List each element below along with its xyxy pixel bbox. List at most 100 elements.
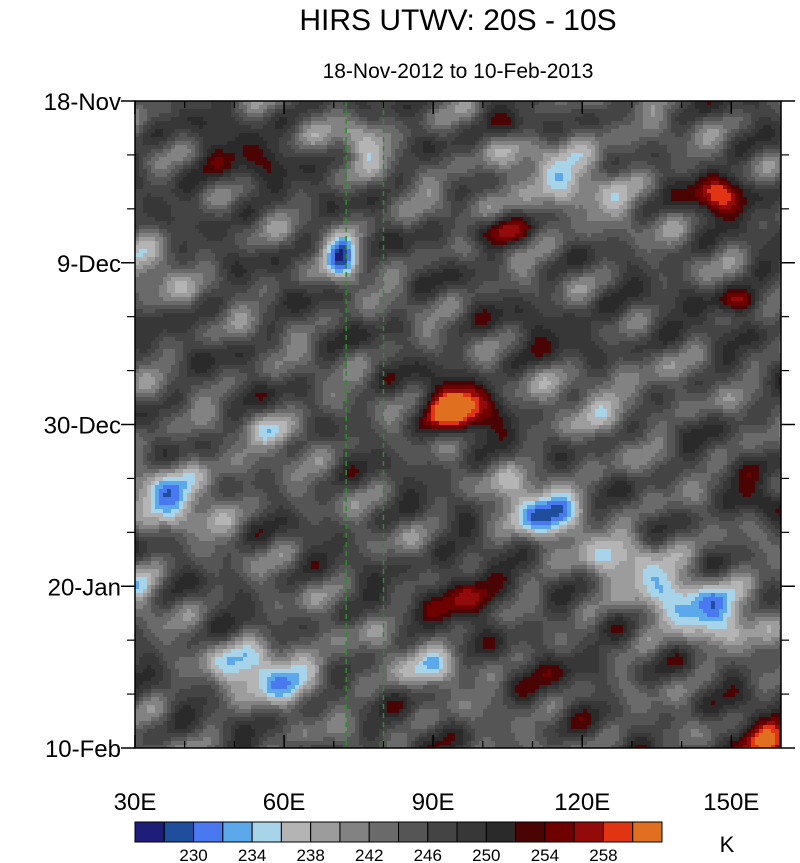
field-cell (187, 169, 192, 174)
field-cell (639, 145, 644, 150)
field-cell (595, 209, 600, 214)
field-cell (355, 153, 360, 158)
field-cell (635, 165, 640, 170)
field-cell (695, 189, 700, 194)
field-cell (723, 125, 728, 130)
field-cell (343, 129, 348, 134)
field-cell (323, 197, 328, 202)
field-cell (655, 105, 660, 110)
field-cell (715, 205, 720, 210)
field-cell (279, 189, 284, 194)
field-cell (415, 137, 420, 142)
field-cell (663, 157, 668, 162)
field-cell (315, 213, 320, 218)
field-cell (347, 189, 352, 194)
field-cell (147, 205, 152, 210)
field-cell (315, 205, 320, 210)
field-cell (487, 101, 492, 106)
field-cell (767, 157, 772, 162)
field-cell (323, 161, 328, 166)
field-cell (307, 125, 312, 130)
field-cell (527, 109, 532, 114)
field-cell (435, 177, 440, 182)
field-cell (775, 209, 780, 214)
field-cell (135, 165, 140, 170)
field-cell (423, 145, 428, 150)
field-cell (439, 125, 444, 130)
field-cell (359, 109, 364, 114)
field-cell (507, 221, 512, 226)
field-cell (671, 153, 676, 158)
field-cell (303, 177, 308, 182)
field-cell (167, 189, 172, 194)
field-cell (595, 221, 600, 226)
field-cell (671, 141, 676, 146)
field-cell (735, 205, 740, 210)
field-cell (135, 161, 140, 166)
field-cell (675, 197, 680, 202)
field-cell (647, 213, 652, 218)
field-cell (259, 121, 264, 126)
field-cell (235, 101, 240, 106)
field-cell (239, 189, 244, 194)
field-cell (611, 197, 616, 202)
field-cell (395, 153, 400, 158)
field-cell (707, 133, 712, 138)
field-cell (387, 137, 392, 142)
field-cell (723, 105, 728, 110)
field-cell (387, 193, 392, 198)
field-cell (591, 145, 596, 150)
field-cell (375, 145, 380, 150)
field-cell (179, 161, 184, 166)
field-cell (599, 117, 604, 122)
field-cell (435, 101, 440, 106)
field-cell (655, 209, 660, 214)
field-cell (231, 189, 236, 194)
field-cell (259, 153, 264, 158)
field-cell (743, 217, 748, 222)
field-cell (727, 117, 732, 122)
field-cell (407, 105, 412, 110)
field-cell (267, 185, 272, 190)
field-cell (435, 201, 440, 206)
field-cell (375, 201, 380, 206)
field-cell (739, 185, 744, 190)
field-cell (727, 201, 732, 206)
field-cell (371, 173, 376, 178)
field-cell (191, 105, 196, 110)
field-cell (743, 173, 748, 178)
field-cell (467, 137, 472, 142)
field-cell (371, 197, 376, 202)
field-cell (563, 141, 568, 146)
field-cell (559, 213, 564, 218)
field-cell (299, 161, 304, 166)
field-cell (451, 201, 456, 206)
field-cell (519, 153, 524, 158)
field-cell (547, 205, 552, 210)
field-cell (331, 125, 336, 130)
field-cell (543, 101, 548, 106)
field-cell (675, 113, 680, 118)
field-cell (723, 169, 728, 174)
field-cell (667, 145, 672, 150)
field-cell (719, 117, 724, 122)
field-cell (687, 189, 692, 194)
field-cell (479, 161, 484, 166)
field-cell (491, 113, 496, 118)
field-cell (195, 137, 200, 142)
field-cell (671, 221, 676, 226)
field-cell (155, 213, 160, 218)
field-cell (295, 161, 300, 166)
field-cell (631, 205, 636, 210)
field-cell (215, 217, 220, 222)
field-cell (167, 113, 172, 118)
field-cell (443, 205, 448, 210)
field-cell (231, 149, 236, 154)
field-cell (351, 105, 356, 110)
field-cell (363, 125, 368, 130)
field-cell (375, 217, 380, 222)
field-cell (723, 209, 728, 214)
field-cell (283, 101, 288, 106)
field-cell (663, 145, 668, 150)
field-cell (755, 197, 760, 202)
